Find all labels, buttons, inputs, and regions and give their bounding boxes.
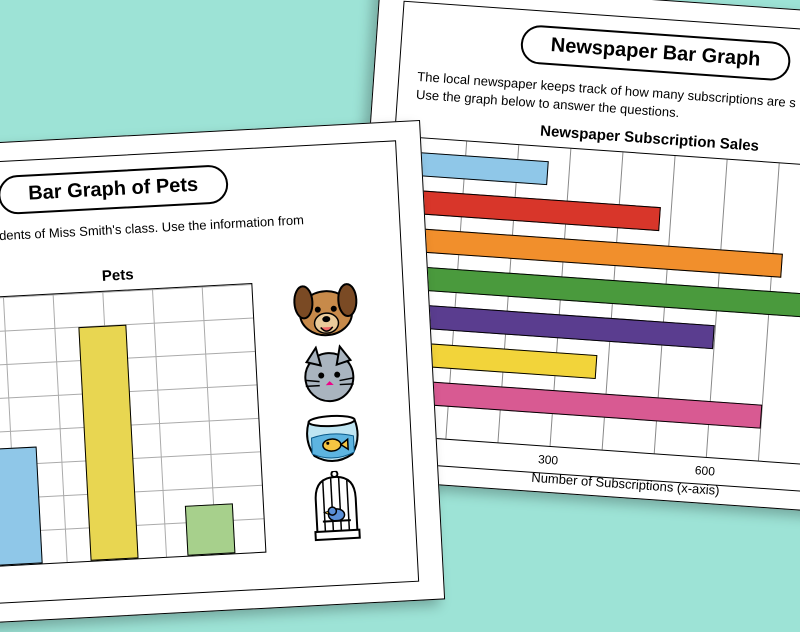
worksheet-title: Newspaper Bar Graph <box>520 24 792 82</box>
chart-bar <box>401 304 715 350</box>
chart-bar <box>0 447 42 567</box>
horizontal-bar-chart <box>392 137 800 469</box>
chart-bar <box>185 503 236 556</box>
dog-icon <box>288 278 363 342</box>
chart-bar <box>79 325 139 562</box>
worksheet-border: Bar Graph of Pets pets that belong to th… <box>0 140 419 611</box>
x-tick-label: 300 <box>538 453 559 468</box>
cat-icon <box>294 344 365 405</box>
worksheet-pets: Bar Graph of Pets pets that belong to th… <box>0 120 445 632</box>
chart-bar <box>395 380 761 429</box>
worksheet-title: Bar Graph of Pets <box>0 164 229 215</box>
birdcage-icon <box>306 470 366 545</box>
chart-bar <box>411 152 548 185</box>
instructions-line: pets that belong to the students of Miss… <box>0 212 304 251</box>
chart-bar <box>409 190 661 231</box>
pet-icons-column <box>264 276 398 552</box>
fishbowl-icon <box>298 408 367 467</box>
chart-area <box>0 276 398 573</box>
x-tick-label: 600 <box>694 464 715 479</box>
vertical-bar-chart <box>0 283 266 574</box>
